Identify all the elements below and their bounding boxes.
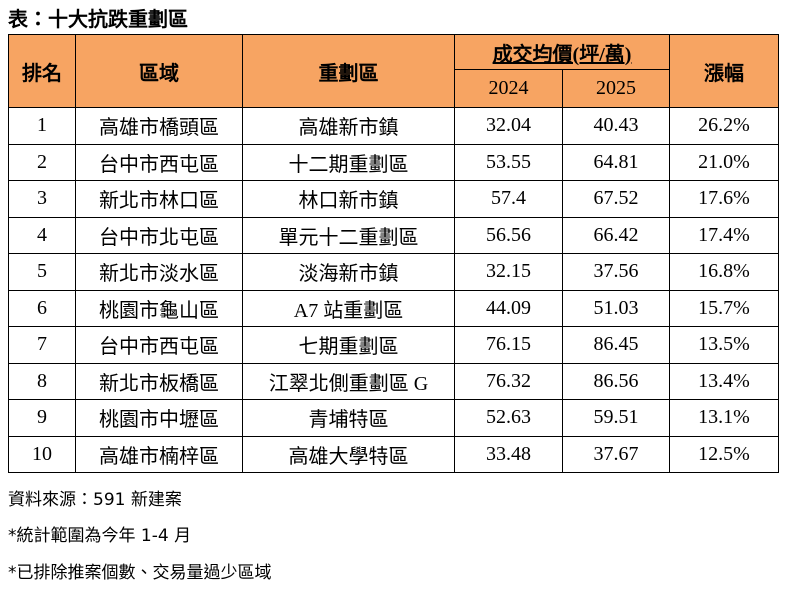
table-cell: 32.04 (454, 107, 563, 145)
header-cell: 漲幅 (669, 34, 780, 108)
table-row: 8 新北市板橋區 江翠北側重劃區 G 76.32 86.56 13.4% (8, 362, 780, 400)
table-cell: 江翠北側重劃區 G (242, 362, 455, 400)
note: *已排除推案個數、交易量過少區域 (8, 563, 272, 583)
title: 表：十大抗跌重劃區 (8, 9, 188, 31)
table-cell: 10 (8, 435, 76, 473)
table-cell: 十二期重劃區 (242, 143, 455, 181)
table-cell: 單元十二重劃區 (242, 216, 455, 254)
table-cell: 12.5% (669, 435, 780, 473)
table-cell: 6 (8, 289, 76, 327)
table-cell: 桃園市龜山區 (75, 289, 243, 327)
table-cell: 青埔特區 (242, 399, 455, 437)
table-cell: 51.03 (561, 289, 671, 327)
table-cell: 3 (8, 180, 76, 218)
table-cell: 4 (8, 216, 76, 254)
table-row: 10 高雄市楠梓區 高雄大學特區 33.48 37.67 12.5% (8, 435, 780, 473)
table-cell: 2 (8, 143, 76, 181)
table-cell: 66.42 (561, 216, 671, 254)
note: *統計範圍為今年 1-4 月 (8, 526, 192, 546)
table-cell: 13.5% (669, 326, 780, 364)
table-cell: 林口新市鎮 (242, 180, 455, 218)
table-cell: 13.1% (669, 399, 780, 437)
table-cell: 21.0% (669, 143, 780, 181)
table-cell: 高雄新市鎮 (242, 107, 455, 145)
table-cell: 44.09 (454, 289, 563, 327)
table-cell: 17.4% (669, 216, 780, 254)
table-cell: 40.43 (561, 107, 671, 145)
table-row: 3 新北市林口區 林口新市鎮 57.4 67.52 17.6% (8, 180, 780, 218)
table-row: 6 桃園市龜山區 A7 站重劃區 44.09 51.03 15.7% (8, 289, 780, 327)
table-cell: 33.48 (454, 435, 563, 473)
note: 資料來源：591 新建案 (8, 490, 182, 510)
table-cell: 53.55 (454, 143, 563, 181)
table-cell: 7 (8, 326, 76, 364)
table-row: 7 台中市西屯區 七期重劃區 76.15 86.45 13.5% (8, 326, 780, 364)
table-cell: 新北市林口區 (75, 180, 243, 218)
table-cell: 37.67 (561, 435, 671, 473)
table-cell: 1 (8, 107, 76, 145)
table-body: 1 高雄市橋頭區 高雄新市鎮 32.04 40.43 26.2% 2 台中市西屯區 十二期重劃區… (8, 107, 780, 473)
table-cell: 台中市西屯區 (75, 143, 243, 181)
table-cell: 9 (8, 399, 76, 437)
table-cell: 56.56 (454, 216, 563, 254)
table: 排名 區域 重劃區 成交均價(坪/萬) 漲幅 2024 2025 1 高雄市橋頭區… (8, 34, 780, 473)
table-row: 9 桃園市中壢區 青埔特區 52.63 59.51 13.1% (8, 399, 780, 437)
table-cell: 37.56 (561, 253, 671, 291)
table-cell: 桃園市中壢區 (75, 399, 243, 437)
table-cell: 26.2% (669, 107, 780, 145)
table-cell: 七期重劃區 (242, 326, 455, 364)
header-cell: 2025 (561, 69, 671, 108)
table-row: 4 台中市北屯區 單元十二重劃區 56.56 66.42 17.4% (8, 216, 780, 254)
table-cell: 86.45 (561, 326, 671, 364)
table-cell: 17.6% (669, 180, 780, 218)
table-cell: 13.4% (669, 362, 780, 400)
header-cell: 2024 (454, 69, 563, 108)
table-cell: 16.8% (669, 253, 780, 291)
table-cell: 高雄市楠梓區 (75, 435, 243, 473)
header-cell: 重劃區 (242, 34, 455, 108)
header-cell: 成交均價(坪/萬) (453, 34, 671, 70)
table-cell: 86.56 (561, 362, 671, 400)
table-cell: 32.15 (454, 253, 563, 291)
table-cell: 15.7% (669, 289, 780, 327)
table-cell: A7 站重劃區 (242, 289, 455, 327)
table-cell: 新北市淡水區 (75, 253, 243, 291)
table-cell: 淡海新市鎮 (242, 253, 455, 291)
table-cell: 59.51 (561, 399, 671, 437)
table-cell: 67.52 (561, 180, 671, 218)
table-cell: 52.63 (454, 399, 563, 437)
table-cell: 5 (8, 253, 76, 291)
header-cell: 區域 (75, 34, 243, 108)
table-cell: 76.32 (454, 362, 563, 400)
header-cell: 排名 (8, 34, 76, 108)
table-cell: 新北市板橋區 (75, 362, 243, 400)
table-cell: 高雄大學特區 (242, 435, 455, 473)
table-row: 2 台中市西屯區 十二期重劃區 53.55 64.81 21.0% (8, 143, 780, 181)
table-row: 1 高雄市橋頭區 高雄新市鎮 32.04 40.43 26.2% (8, 107, 780, 145)
table-cell: 57.4 (454, 180, 563, 218)
table-cell: 64.81 (561, 143, 671, 181)
table-cell: 台中市北屯區 (75, 216, 243, 254)
table-cell: 高雄市橋頭區 (75, 107, 243, 145)
table-cell: 台中市西屯區 (75, 326, 243, 364)
table-cell: 8 (8, 362, 76, 400)
table-cell: 76.15 (454, 326, 563, 364)
table-row: 5 新北市淡水區 淡海新市鎮 32.15 37.56 16.8% (8, 253, 780, 291)
